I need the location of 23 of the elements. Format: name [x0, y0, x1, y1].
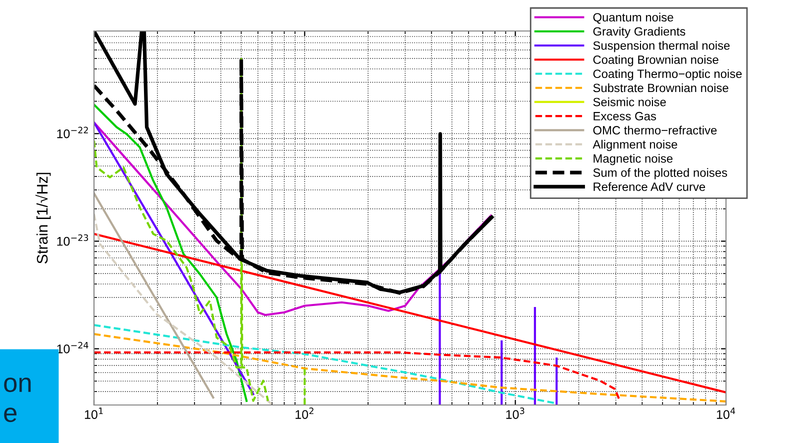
x-tick-label: 10$^{3}$	[506, 408, 524, 419]
legend-label: OMC thermo−refractive	[593, 126, 717, 135]
y-axis-title: Strain [1/√Hz]	[35, 172, 51, 264]
legend-label: Substrate Brownian noise	[593, 83, 728, 92]
legend-label: Excess Gas	[594, 112, 656, 120]
y-tick-label: 10$^{−24}$	[57, 342, 88, 354]
legend-label: Coating Thermo−optic noise	[593, 69, 742, 80]
y-tick-label: 10$^{−23}$	[57, 234, 88, 246]
x-tick-label: 10$^{1}$	[84, 408, 103, 419]
legend-label: Magnetic noise	[594, 154, 673, 166]
legend-label: Suspension thermal noise	[593, 41, 730, 52]
x-tick-label: 10$^{2}$	[296, 408, 314, 419]
legend-label: Reference AdV curve	[594, 182, 706, 191]
x-tick-label: 10$^{4}$	[716, 408, 736, 419]
legend-label: Quantum noise	[593, 12, 674, 24]
text: on	[4, 378, 31, 392]
legend-label: Alignment noise	[592, 140, 678, 151]
legend-label: Seismic noise	[593, 98, 666, 106]
legend-label: Gravity Gradients	[593, 26, 686, 38]
y-tick-label: 10$^{−22}$	[57, 126, 88, 138]
text: e	[4, 408, 17, 422]
legend-label: Coating Brownian noise	[593, 55, 718, 66]
legend-label: Sum of the plotted noises	[593, 168, 728, 180]
